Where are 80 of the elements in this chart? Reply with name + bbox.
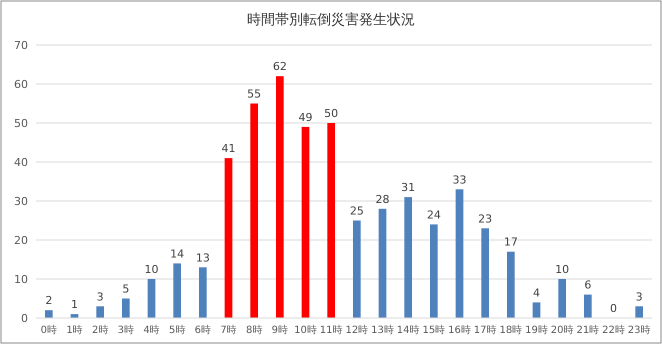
data-label: 31 (401, 181, 416, 194)
data-label: 28 (376, 192, 390, 206)
x-tick-label: 14時 (396, 324, 420, 336)
bar (224, 158, 232, 318)
x-tick-label: 23時 (628, 324, 651, 336)
x-tick-label: 15時 (422, 324, 446, 336)
data-label: 3 (96, 290, 104, 304)
y-tick-label: 50 (14, 117, 28, 130)
bar (250, 104, 258, 318)
x-tick-label: 19時 (525, 324, 548, 336)
x-tick-label: 12時 (345, 324, 368, 336)
data-label: 6 (584, 278, 592, 292)
data-label: 17 (504, 236, 518, 249)
data-label: 24 (426, 208, 441, 222)
data-label: 0 (610, 302, 617, 315)
data-label: 62 (272, 60, 287, 74)
x-tick-label: 7時 (220, 324, 237, 336)
y-tick-label: 10 (14, 273, 28, 286)
y-tick-label: 20 (14, 234, 28, 247)
x-tick-label: 4時 (143, 324, 160, 336)
data-label: 25 (350, 204, 364, 218)
x-tick-label: 17時 (474, 324, 497, 336)
data-label: 1 (71, 298, 78, 312)
bar (70, 314, 78, 318)
bar (456, 189, 464, 318)
y-tick-label: 60 (14, 78, 28, 91)
bar (506, 252, 515, 318)
x-tick-label: 13時 (371, 324, 394, 336)
bar (532, 302, 540, 318)
y-tick-label: 30 (14, 195, 28, 208)
x-tick-label: 10時 (294, 324, 317, 336)
data-label: 14 (170, 247, 184, 260)
x-tick-label: 5時 (168, 324, 186, 336)
x-tick-label: 0時 (40, 324, 58, 336)
data-label: 10 (144, 263, 158, 276)
data-label: 50 (324, 107, 338, 120)
y-tick-label: 40 (14, 156, 28, 169)
bar (558, 279, 566, 318)
data-label: 55 (247, 88, 262, 100)
bar (378, 208, 386, 318)
x-tick-label: 1時 (66, 324, 83, 336)
bar (404, 197, 412, 318)
x-tick-label: 2時 (92, 324, 108, 336)
x-tick-label: 21時 (576, 324, 600, 336)
data-label: 23 (478, 212, 492, 226)
bar (122, 298, 130, 318)
bar (481, 228, 490, 318)
x-tick-label: 6時 (194, 324, 212, 336)
bar (302, 126, 310, 318)
data-label: 10 (555, 263, 570, 276)
bar (198, 267, 207, 318)
data-label: 41 (222, 142, 236, 156)
bar (327, 123, 336, 318)
bar (44, 310, 53, 318)
y-tick-label: 70 (14, 39, 28, 52)
bar (352, 220, 361, 318)
x-tick-label: 16時 (448, 324, 471, 336)
x-tick-label: 18時 (499, 324, 522, 336)
data-label: 4 (533, 286, 540, 300)
x-tick-label: 8時 (246, 324, 262, 336)
bar (173, 263, 182, 318)
bar (584, 294, 592, 318)
bar (276, 76, 284, 318)
bar (96, 306, 104, 318)
y-tick-label: 0 (21, 312, 28, 325)
data-label: 49 (298, 110, 312, 124)
bar (148, 279, 156, 318)
data-label: 5 (122, 282, 130, 296)
x-tick-label: 20時 (550, 324, 574, 336)
x-tick-label: 3時 (118, 324, 134, 336)
data-label: 2 (45, 294, 52, 308)
chart-title: 時間帯別転倒災害発生状況 (247, 12, 415, 28)
data-label: 13 (196, 251, 210, 264)
bar (635, 306, 644, 318)
data-label: 3 (636, 290, 643, 304)
x-tick-label: 9時 (272, 324, 288, 336)
x-tick-label: 11時 (320, 324, 343, 336)
data-label: 33 (452, 173, 466, 186)
bar (430, 224, 438, 318)
x-tick-label: 22時 (602, 324, 625, 336)
